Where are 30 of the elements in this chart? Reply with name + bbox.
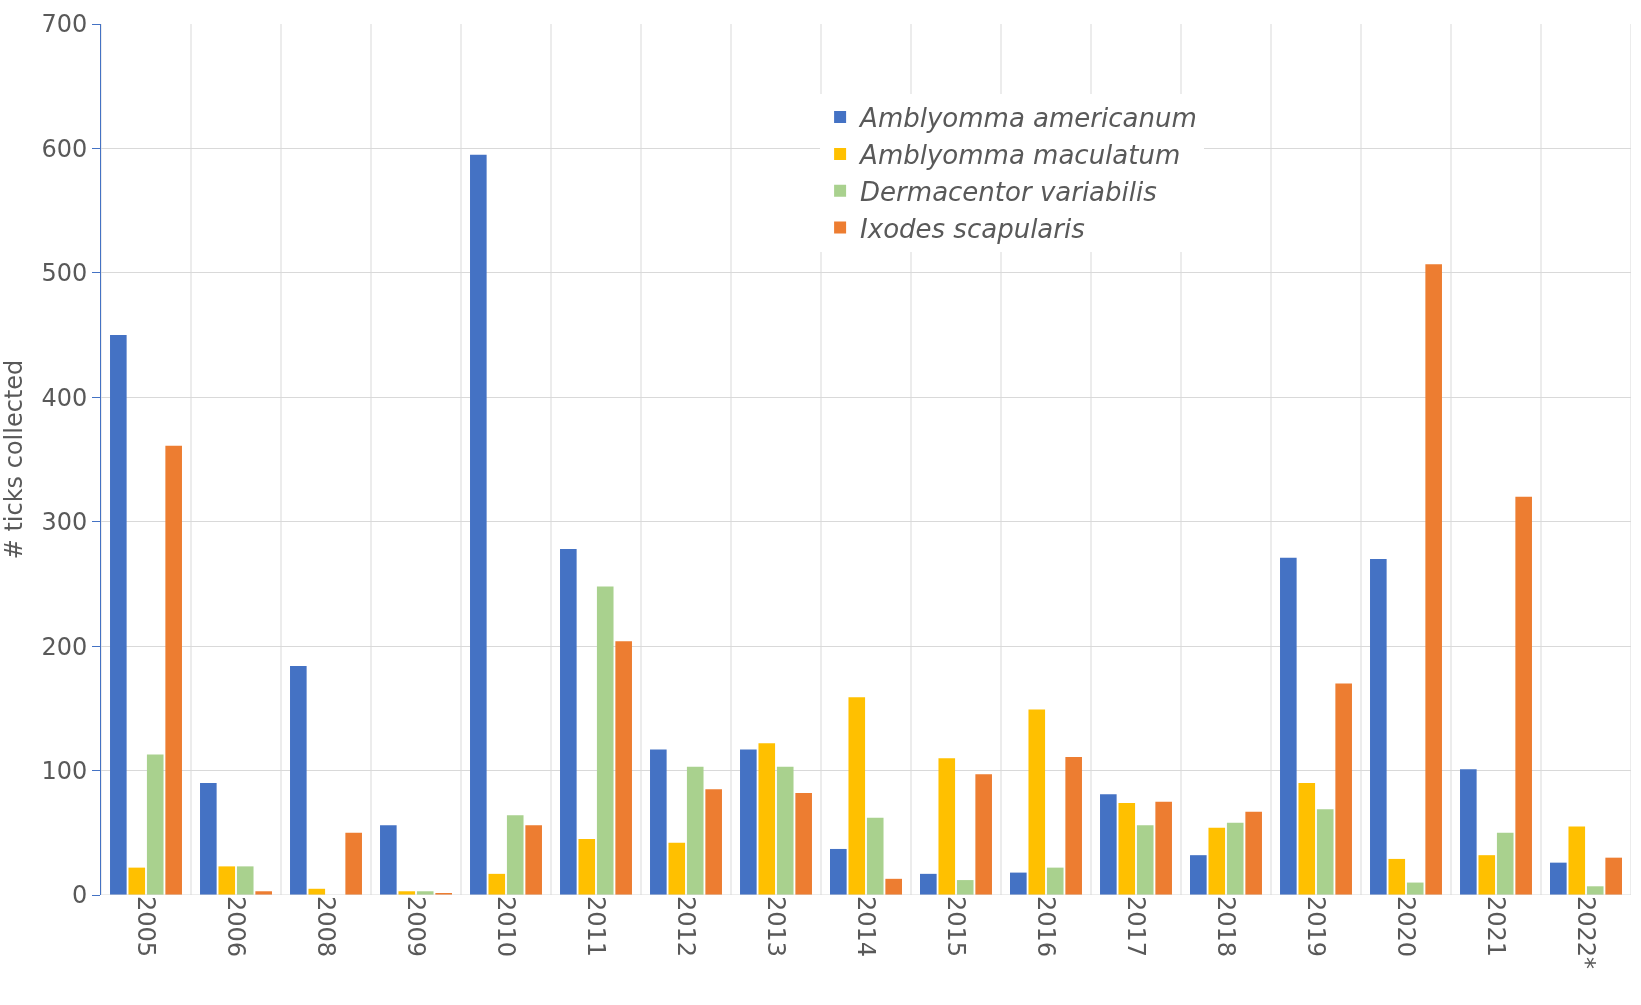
y-tick-label: 0: [71, 881, 88, 910]
legend-label: Dermacentor variabilis: [860, 176, 1157, 207]
y-tick-label: 100: [41, 756, 88, 785]
y-tick-label: 300: [41, 508, 88, 537]
x-tick-label: 2009: [402, 896, 431, 958]
y-tick-label: 700: [41, 10, 88, 39]
x-tick-label: 2017: [1122, 896, 1151, 958]
x-tick-label: 2016: [1032, 896, 1061, 958]
y-tick-label: 600: [41, 134, 88, 163]
legend-label: Amblyomma maculatum: [858, 140, 1181, 171]
x-tick-label: 2014: [852, 896, 881, 958]
x-tick-label: 2012: [672, 896, 701, 958]
legend-label: Amblyomma americanum: [858, 103, 1197, 134]
x-tick-label: 2011: [582, 896, 611, 958]
y-tick-label: 200: [41, 632, 88, 661]
x-tick-label: 2006: [222, 896, 251, 958]
x-tick-label: 2005: [132, 896, 161, 958]
x-tick-label: 2008: [312, 896, 341, 958]
x-tick-label: 2019: [1302, 896, 1331, 958]
y-tick-label: 500: [41, 259, 88, 288]
x-tick-label: 2018: [1212, 896, 1241, 958]
x-tick-label: 2013: [762, 896, 791, 958]
y-axis-title: # ticks collected: [0, 359, 28, 560]
x-tick-label: 2010: [492, 896, 521, 958]
x-tick-label: 2015: [942, 896, 971, 958]
y-tick-label: 400: [41, 383, 88, 412]
x-tick-label: 2022*: [1572, 896, 1601, 970]
legend-label: Ixodes scapularis: [860, 213, 1085, 244]
x-tick-label: 2021: [1482, 896, 1511, 958]
x-tick-label: 2020: [1392, 896, 1421, 958]
